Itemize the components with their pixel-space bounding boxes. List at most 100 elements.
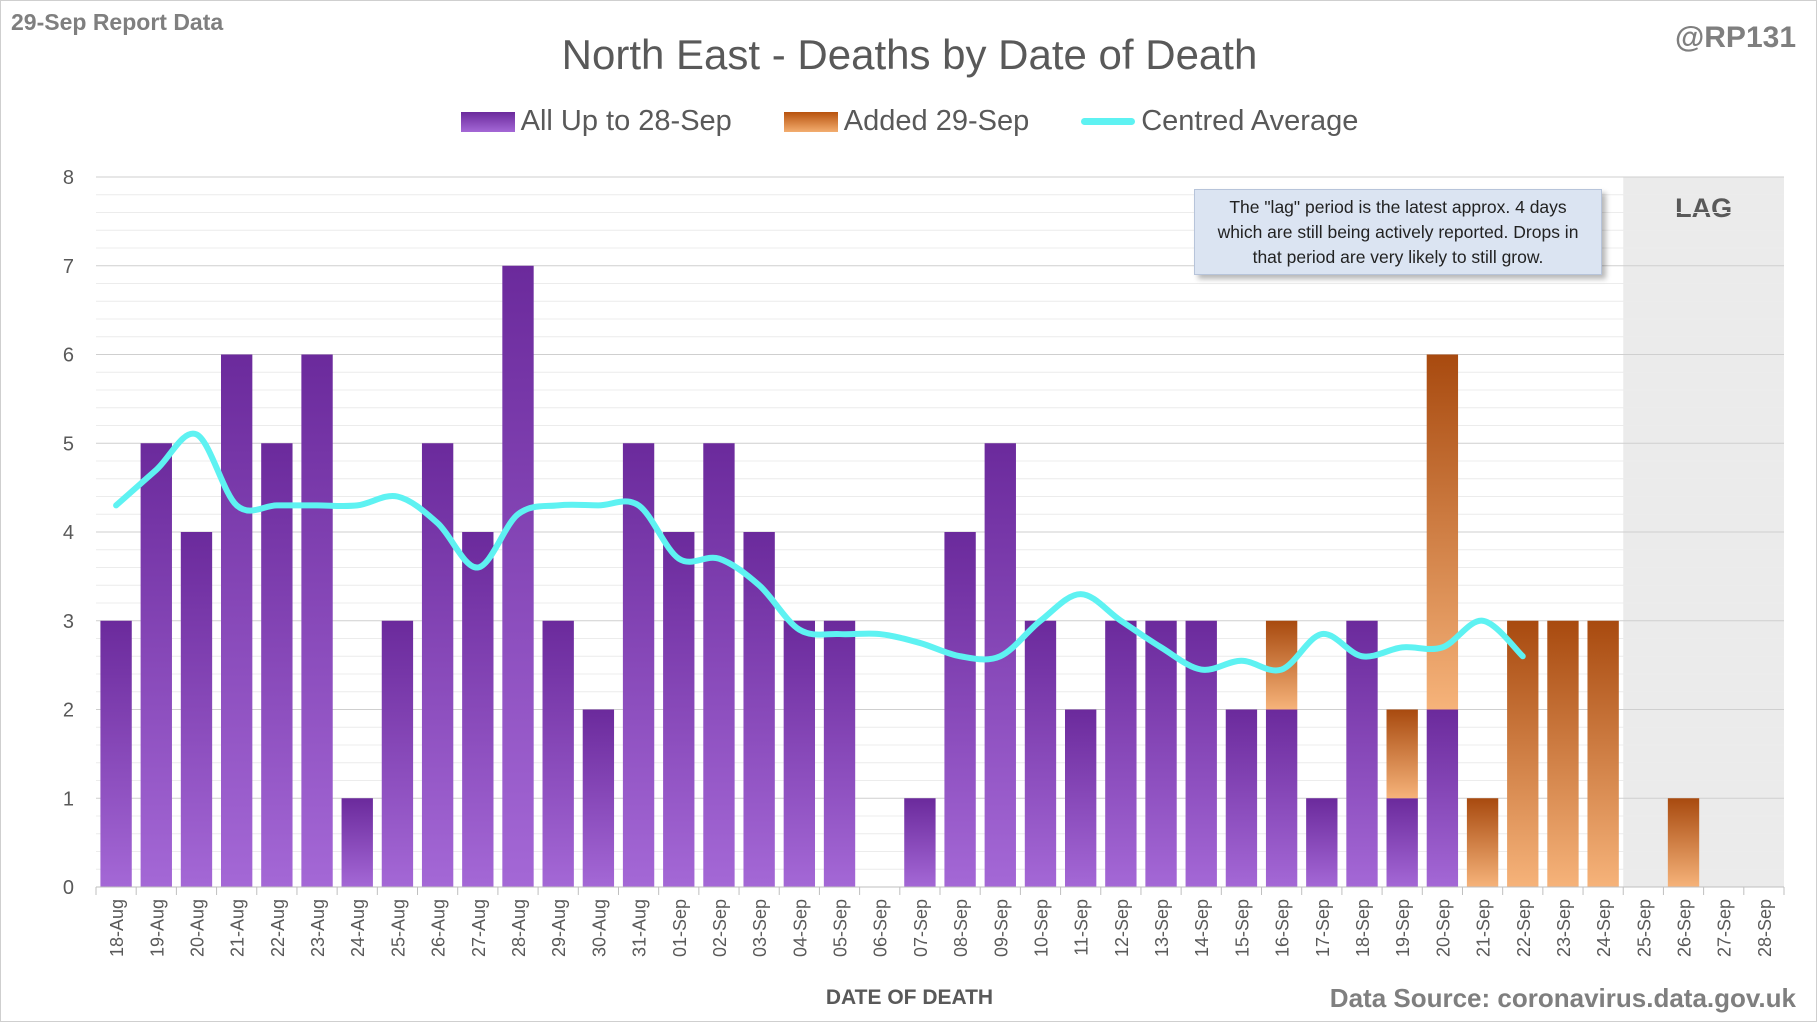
legend-item-all-up-to-28-sep: All Up to 28-Sep: [460, 105, 732, 138]
x-tick-label: 28-Aug: [509, 899, 529, 957]
bar-all-up-to-28-sep: [1064, 709, 1097, 887]
y-tick-label: 2: [63, 700, 74, 722]
bar-added-29-sep: [1547, 620, 1579, 887]
x-tick-label: 24-Aug: [348, 899, 368, 957]
x-tick-label: 27-Sep: [1715, 899, 1735, 957]
x-tick-label: 03-Sep: [750, 899, 770, 957]
bar-all-up-to-28-sep: [904, 798, 936, 887]
legend-label: Added 29-Sep: [843, 105, 1030, 137]
author-handle: @RP131: [1675, 21, 1796, 54]
bar-added-29-sep: [1667, 798, 1700, 887]
y-tick-label: 3: [63, 611, 74, 633]
y-tick-label: 4: [63, 522, 74, 544]
x-tick-label: 01-Sep: [670, 899, 690, 957]
bar-added-29-sep: [1426, 354, 1459, 710]
x-tick-label: 16-Sep: [1273, 899, 1293, 957]
legend-swatch-line: [1081, 118, 1136, 125]
x-tick-label: 08-Sep: [951, 899, 971, 957]
chart-title: North East - Deaths by Date of Death: [561, 31, 1258, 78]
x-tick-label: 18-Aug: [107, 899, 127, 957]
x-tick-label: 22-Sep: [1514, 899, 1534, 957]
bar-added-29-sep: [1386, 709, 1418, 799]
bar-added-29-sep: [1587, 620, 1619, 887]
x-tick-label: 19-Aug: [147, 899, 167, 957]
bar-all-up-to-28-sep: [381, 620, 414, 887]
centred-average-line: [113, 430, 1526, 674]
y-tick-label: 1: [63, 788, 74, 810]
x-tick-label: 17-Sep: [1313, 899, 1333, 957]
x-tick-label: 02-Sep: [710, 899, 730, 957]
x-tick-label: 27-Aug: [469, 899, 489, 957]
x-tick-label: 24-Sep: [1594, 899, 1614, 957]
bar-all-up-to-28-sep: [1265, 709, 1298, 887]
bar-all-up-to-28-sep: [944, 532, 976, 887]
bar-all-up-to-28-sep: [261, 443, 293, 887]
bar-all-up-to-28-sep: [582, 709, 615, 887]
bar-all-up-to-28-sep: [1306, 798, 1338, 887]
bar-added-29-sep: [1466, 798, 1499, 887]
bar-all-up-to-28-sep: [1105, 620, 1137, 887]
bar-all-up-to-28-sep: [1145, 620, 1177, 887]
bar-all-up-to-28-sep: [140, 443, 172, 887]
y-tick-label: 0: [63, 877, 74, 899]
x-tick-label: 25-Aug: [388, 899, 408, 957]
x-tick-label: 22-Aug: [268, 899, 288, 957]
bar-all-up-to-28-sep: [100, 620, 132, 887]
x-tick-label: 11-Sep: [1072, 899, 1092, 956]
x-tick-label: 05-Sep: [831, 899, 851, 957]
legend-swatch-orange: [783, 111, 838, 132]
x-tick-label: 28-Sep: [1755, 899, 1775, 957]
bar-all-up-to-28-sep: [743, 532, 775, 887]
legend-item-centred-average: Centred Average: [1081, 105, 1358, 138]
bar-all-up-to-28-sep: [341, 798, 373, 887]
y-tick-label: 7: [63, 256, 74, 278]
legend-label: All Up to 28-Sep: [520, 105, 732, 137]
x-tick-label: 04-Sep: [790, 899, 810, 957]
bar-added-29-sep: [1507, 620, 1539, 887]
bar-all-up-to-28-sep: [663, 532, 695, 887]
legend-swatch-purple: [460, 111, 515, 132]
chart-legend: All Up to 28-Sep Added 29-Sep Centred Av…: [1, 105, 1817, 138]
x-tick-label: 19-Sep: [1393, 899, 1413, 957]
bar-all-up-to-28-sep: [1185, 620, 1217, 887]
bar-all-up-to-28-sep: [622, 443, 655, 887]
y-tick-label: 5: [63, 433, 74, 455]
x-tick-label: 09-Sep: [991, 899, 1011, 957]
bar-all-up-to-28-sep: [783, 620, 816, 887]
x-tick-label: 23-Aug: [308, 899, 328, 957]
x-tick-label: 18-Sep: [1353, 899, 1373, 957]
bar-all-up-to-28-sep: [1346, 620, 1378, 887]
bar-all-up-to-28-sep: [1386, 798, 1418, 887]
y-tick-label: 6: [63, 345, 74, 367]
x-tick-label: 13-Sep: [1152, 899, 1172, 957]
bar-all-up-to-28-sep: [301, 354, 333, 887]
x-tick-label: 23-Sep: [1554, 899, 1574, 957]
x-tick-label: 06-Sep: [871, 899, 891, 957]
bar-all-up-to-28-sep: [984, 443, 1016, 887]
x-tick-label: 12-Sep: [1112, 899, 1132, 957]
x-tick-label: 26-Sep: [1675, 899, 1695, 957]
x-axis-title: DATE OF DEATH: [825, 986, 994, 1009]
y-tick-label: 8: [63, 167, 74, 189]
bar-all-up-to-28-sep: [823, 620, 856, 887]
x-tick-label: 10-Sep: [1031, 899, 1051, 957]
legend-label: Centred Average: [1141, 105, 1359, 137]
legend-item-added-29-sep: Added 29-Sep: [783, 105, 1030, 138]
lag-note: The "lag" period is the latest approx. 4…: [1194, 189, 1602, 275]
x-tick-label: 29-Aug: [549, 899, 569, 957]
report-label: 29-Sep Report Data: [11, 9, 224, 35]
x-tick-label: 31-Aug: [630, 899, 650, 957]
bar-all-up-to-28-sep: [1225, 709, 1258, 887]
lag-label: LAG: [1675, 193, 1732, 223]
source-label: Data Source: coronavirus.data.gov.uk: [1329, 983, 1796, 1013]
x-tick-label: 14-Sep: [1192, 899, 1212, 957]
bar-all-up-to-28-sep: [1426, 709, 1459, 887]
x-tick-label: 20-Aug: [187, 899, 207, 957]
bar-all-up-to-28-sep: [1024, 620, 1057, 887]
bar-all-up-to-28-sep: [542, 620, 574, 887]
bar-all-up-to-28-sep: [180, 532, 213, 887]
x-tick-label: 21-Sep: [1474, 899, 1494, 957]
x-tick-label: 20-Sep: [1433, 899, 1453, 957]
